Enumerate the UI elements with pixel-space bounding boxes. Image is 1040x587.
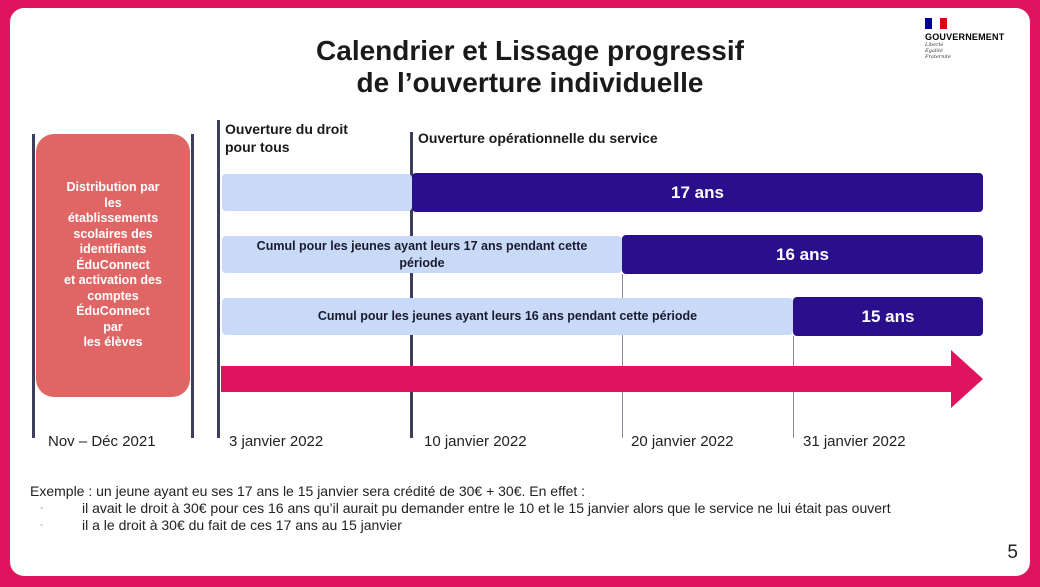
date-jan-10: 10 janvier 2022 [424,433,527,450]
bullet-dash: - [40,503,44,514]
row1-age-bar: 17 ans [412,173,983,212]
marker-dec-end [191,134,194,438]
header-ouverture-operationnelle: Ouverture opérationnelle du service [418,130,658,146]
marker-nov-start [32,134,35,438]
row3-cumul-label: Cumul pour les jeunes ayant leurs 16 ans… [317,309,698,323]
date-jan-3: 3 janvier 2022 [229,433,324,450]
row2-cumul-label: Cumul pour les jeunes ayant leurs 17 ans… [256,238,588,270]
government-logo: GOUVERNEMENT Liberté Égalité Fraternité [925,18,1015,60]
distribution-text: Distribution par les établissements scol… [64,180,162,350]
row2-cumul-bar: Cumul pour les jeunes ayant leurs 17 ans… [222,236,622,273]
page-number: 5 [1007,542,1018,563]
row2-age-bar: 16 ans [622,235,983,274]
header-ouverture-droit: Ouverture du droit pour tous [225,121,348,155]
date-jan-31: 31 janvier 2022 [803,433,906,450]
date-nov-dec: Nov – Déc 2021 [48,433,156,450]
example-block: Exemple : un jeune ayant eu ses 17 ans l… [30,483,990,534]
bullet-dash: - [40,520,44,531]
example-bullet-1: - il avait le droit à 30€ pour ces 16 an… [30,500,990,517]
logo-motto-2: Égalité [925,48,943,54]
bullet-2-text: il a le droit à 30€ du fait de ces 17 an… [82,517,402,533]
timeline-arrow [221,350,983,408]
slide-title-line2: de l’ouverture individuelle [356,67,704,98]
marker-jan-10 [410,132,413,438]
french-flag-icon [925,18,947,29]
example-intro: Exemple : un jeune ayant eu ses 17 ans l… [30,483,586,499]
marker-jan-3 [217,120,220,438]
marker-jan-20 [622,274,623,438]
row3-age-bar: 15 ans [793,297,983,336]
row2-age-label: 16 ans [776,244,829,264]
row1-age-label: 17 ans [671,182,724,202]
example-bullet-2: - il a le droit à 30€ du fait de ces 17 … [30,517,990,534]
logo-text: GOUVERNEMENT [925,32,1005,42]
slide: Calendrier et Lissage progressif de l’ou… [10,8,1030,576]
logo-motto-1: Liberté [925,42,944,48]
date-jan-20: 20 janvier 2022 [631,433,734,450]
bullet-1-text: il avait le droit à 30€ pour ces 16 ans … [82,500,891,516]
row1-cumul-bar [222,174,412,211]
row3-age-label: 15 ans [861,306,915,326]
row3-cumul-bar: Cumul pour les jeunes ayant leurs 16 ans… [222,298,793,335]
slide-title-line1: Calendrier et Lissage progressif [316,35,744,66]
logo-motto-3: Fraternité [925,54,951,60]
distribution-box: Distribution par les établissements scol… [36,134,190,397]
